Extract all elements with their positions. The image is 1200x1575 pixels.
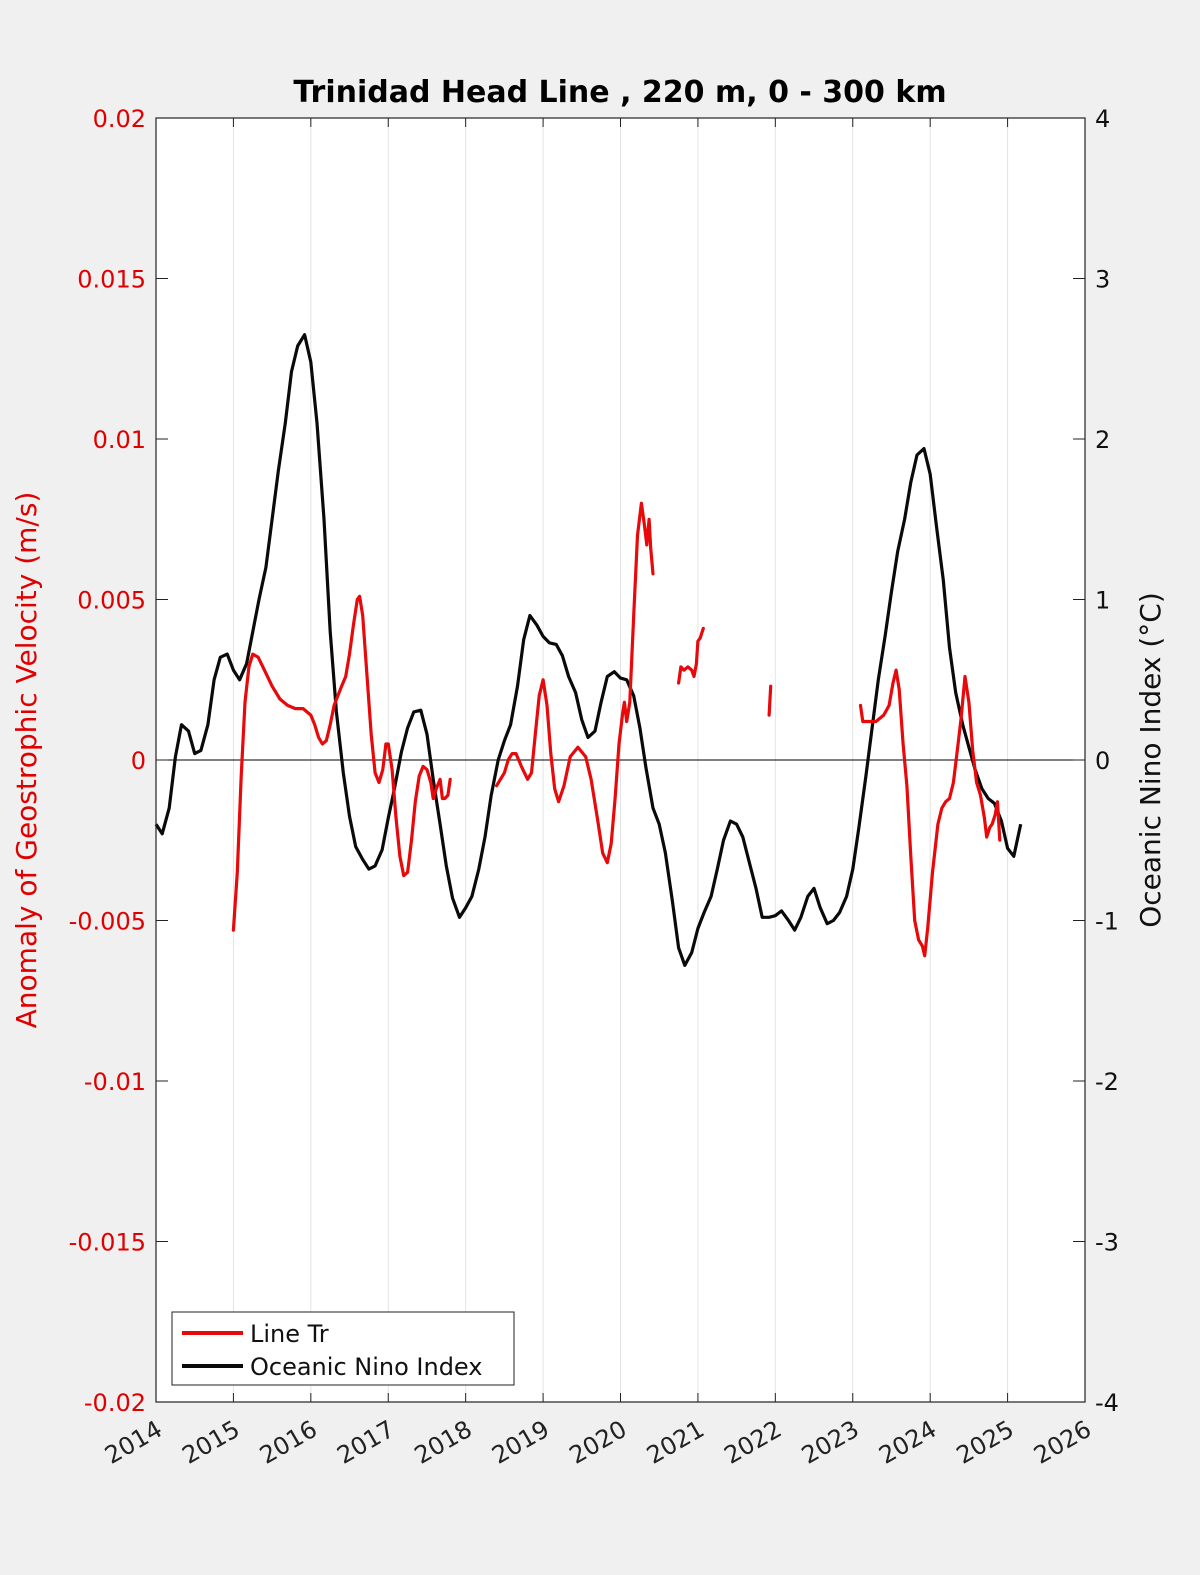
y-tick-label-left: 0.015 (77, 266, 146, 294)
x-tick-label: 2022 (719, 1415, 786, 1470)
y-tick-label-left: 0.02 (93, 105, 146, 133)
y-tick-label-left: -0.02 (84, 1389, 146, 1417)
y-tick-label-left: -0.005 (69, 908, 146, 936)
series-line-line-tr (858, 668, 1002, 958)
legend-label-line-tr: Line Tr (250, 1320, 329, 1348)
x-tick-label: 2015 (178, 1415, 245, 1470)
x-tick-label: 2016 (255, 1415, 322, 1470)
y-tick-label-right: -2 (1095, 1068, 1119, 1096)
x-tick-label: 2020 (565, 1415, 632, 1470)
y-axis-label-left: Anomaly of Geostrophic Velocity (m/s) (10, 492, 43, 1029)
series-line-oni (154, 333, 1023, 968)
legend-label-oni: Oceanic Nino Index (250, 1353, 482, 1381)
y-tick-label-right: -1 (1095, 908, 1119, 936)
series-line-line-tr (767, 684, 773, 717)
x-tick-label: 2017 (332, 1415, 399, 1470)
series-line-line-tr (495, 501, 655, 865)
x-tick-label: 2021 (642, 1415, 709, 1470)
series-layer (154, 333, 1023, 968)
legend: Line Tr Oceanic Nino Index (171, 1311, 515, 1386)
y-tick-label-left: 0.01 (93, 426, 146, 454)
y-tick-label-right: 2 (1095, 426, 1110, 454)
x-tick-label: 2024 (874, 1415, 941, 1470)
legend-box (171, 1311, 515, 1386)
chart-title: Trinidad Head Line , 220 m, 0 - 300 km (293, 75, 946, 110)
y-axis-label-right: Oceanic Nino Index (°C) (1134, 592, 1167, 928)
x-tick-label: 2019 (487, 1415, 554, 1470)
y-tick-label-left: 0 (131, 747, 146, 775)
series-line-line-tr (676, 626, 705, 685)
series-line-line-tr (231, 594, 452, 932)
y-tick-label-right: -3 (1095, 1229, 1119, 1257)
x-tick-label: 2023 (797, 1415, 864, 1470)
x-tick-label: 2026 (1029, 1415, 1096, 1470)
y-tick-label-right: -4 (1095, 1389, 1119, 1417)
y-tick-label-right: 0 (1095, 747, 1110, 775)
y-tick-label-left: -0.01 (84, 1068, 146, 1096)
y-tick-label-left: 0.005 (77, 587, 146, 615)
x-tick-label: 2014 (100, 1415, 167, 1470)
x-tick-label: 2025 (952, 1415, 1019, 1470)
y-tick-label-right: 4 (1095, 105, 1110, 133)
x-tick-label: 2018 (410, 1415, 477, 1470)
y-tick-label-left: -0.015 (69, 1229, 146, 1257)
y-tick-label-right: 3 (1095, 266, 1110, 294)
y-tick-label-right: 1 (1095, 587, 1110, 615)
